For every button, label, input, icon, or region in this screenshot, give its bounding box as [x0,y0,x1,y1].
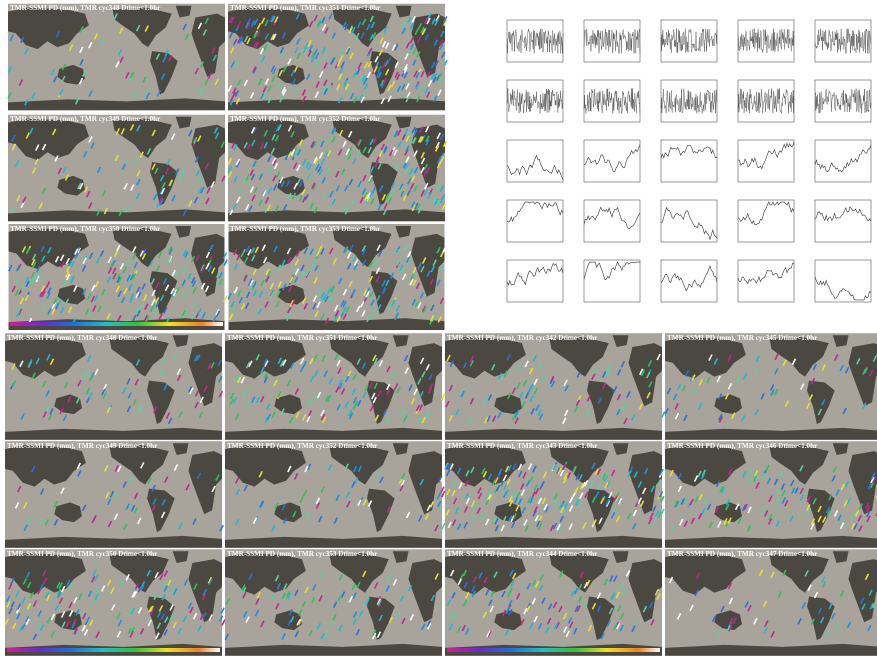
map-panel: TMR-SSMI PD (mm), TMR cyc350 Dtime<1.0hr [9,224,228,330]
small-plot [507,200,563,242]
plot-frame [507,20,563,62]
panel-title: TMR-SSMI PD (mm), TMR cyc353 Dtime<1.0hr [230,225,381,233]
map-panel: TMR-SSMI PD (mm), TMR cyc353 Dtime<1.0hr [228,224,446,330]
panel-title: TMR-SSMI PD (mm), TMR cyc352 Dtime<1.0hr [227,442,378,450]
plot-frame [584,140,640,182]
world-map [228,4,445,111]
world-map [5,549,222,656]
small-plot [815,80,871,122]
panel-title: TMR-SSMI PD (mm), TMR cyc348 Dtime<1.0hr [7,334,158,342]
small-plot [661,20,717,62]
track-segment [442,523,445,529]
world-map [445,549,662,656]
map-panel: TMR-SSMI PD (mm), TMR cyc351 Dtime<1.0hr [225,333,445,440]
map-panel: TMR-SSMI PD (mm), TMR cyc344 Dtime<1.0hr [445,549,662,656]
map-panel: TMR-SSMI PD (mm), TMR cyc352 Dtime<1.0hr [225,441,445,548]
small-plot [738,200,794,242]
map-panel: TMR-SSMI PD (mm), TMR cyc342 Dtime<1.0hr [445,333,665,440]
screenshot: TMR-SSMI PD (mm), TMR cyc348 Dtime<1.0hr… [0,0,877,662]
panel-title: TMR-SSMI PD (mm), TMR cyc350 Dtime<1.0hr [10,225,161,233]
map-panel: TMR-SSMI PD (mm), TMR cyc346 Dtime<1.0hr [665,441,877,548]
track-segment [222,619,225,625]
panel-title: TMR-SSMI PD (mm), TMR cyc349 Dtime<1.0hr [7,442,158,450]
small-plot [815,140,871,182]
time-series-grid [507,20,871,302]
plot-frame [584,260,640,302]
map-panel: TMR-SSMI PD (mm), TMR cyc348 Dtime<1.0hr [5,333,222,440]
track-segment [442,394,445,400]
world-map [445,441,662,548]
map-panel: TMR-SSMI PD (mm), TMR cyc349 Dtime<1.0hr [8,115,225,222]
world-map [5,333,222,440]
map-panel: TMR-SSMI PD (mm), TMR cyc343 Dtime<1.0hr [445,441,664,548]
small-plot [507,260,563,302]
small-plot [661,260,717,302]
world-map [665,441,877,548]
plot-frame [584,200,640,242]
small-plot [661,80,717,122]
small-plot [738,20,794,62]
world-map [225,441,442,548]
small-plot [507,140,563,182]
map-panel: TMR-SSMI PD (mm), TMR cyc347 Dtime<1.0hr [665,549,877,656]
small-plot [584,140,640,182]
world-map [225,333,442,440]
panel-title: TMR-SSMI PD (mm), TMR cyc352 Dtime<1.0hr [230,115,381,123]
map-panel: TMR-SSMI PD (mm), TMR cyc348 Dtime<1.0hr [8,4,225,111]
plot-frame [815,200,871,242]
world-map [5,441,222,548]
panel-title: TMR-SSMI PD (mm), TMR cyc346 Dtime<1.0hr [667,442,818,450]
panel-title: TMR-SSMI PD (mm), TMR cyc347 Dtime<1.0hr [667,550,818,558]
world-map [8,4,225,111]
world-map [665,549,877,656]
map-panel: TMR-SSMI PD (mm), TMR cyc349 Dtime<1.0hr [5,441,223,548]
world-map [445,333,662,440]
small-plot [815,20,871,62]
panel-title: TMR-SSMI PD (mm), TMR cyc349 Dtime<1.0hr [10,115,161,123]
panel-title: TMR-SSMI PD (mm), TMR cyc351 Dtime<1.0hr [227,334,378,342]
small-plot [738,140,794,182]
plot-frame [738,260,794,302]
map-panel: TMR-SSMI PD (mm), TMR cyc351 Dtime<1.0hr [228,4,447,111]
small-plot [584,200,640,242]
small-plot [738,80,794,122]
small-plot [661,200,717,242]
plot-frame [661,20,717,62]
plot-frame [507,200,563,242]
panel-title: TMR-SSMI PD (mm), TMR cyc345 Dtime<1.0hr [667,334,818,342]
world-map [665,333,877,440]
panel-title: TMR-SSMI PD (mm), TMR cyc353 Dtime<1.0hr [227,550,378,558]
panel-title: TMR-SSMI PD (mm), TMR cyc342 Dtime<1.0hr [447,334,598,342]
map-panel: TMR-SSMI PD (mm), TMR cyc350 Dtime<1.0hr [5,549,225,656]
small-plot [507,20,563,62]
map-panel: TMR-SSMI PD (mm), TMR cyc352 Dtime<1.0hr [228,115,447,222]
colorbar [10,322,223,326]
small-plot [584,20,640,62]
panel-title: TMR-SSMI PD (mm), TMR cyc350 Dtime<1.0hr [7,550,158,558]
small-plot [815,260,871,302]
plot-frame [661,140,717,182]
panel-title: TMR-SSMI PD (mm), TMR cyc351 Dtime<1.0hr [230,4,381,12]
plot-frame [507,140,563,182]
plot-frame [815,140,871,182]
small-plot [507,80,563,122]
panel-title: TMR-SSMI PD (mm), TMR cyc348 Dtime<1.0hr [10,4,161,12]
colorbar [7,648,220,652]
plot-frame [661,80,717,122]
small-plot [661,140,717,182]
panel-title: TMR-SSMI PD (mm), TMR cyc343 Dtime<1.0hr [447,442,598,450]
small-plot [584,260,640,302]
map-panel: TMR-SSMI PD (mm), TMR cyc345 Dtime<1.0hr [665,333,877,440]
map-panel: TMR-SSMI PD (mm), TMR cyc353 Dtime<1.0hr [225,549,442,656]
track-segment [662,412,665,418]
plot-frame [738,200,794,242]
small-plot [584,80,640,122]
small-plot [738,260,794,302]
small-plot [815,200,871,242]
colorbar [447,648,660,652]
world-map [9,224,225,330]
panel-title: TMR-SSMI PD (mm), TMR cyc344 Dtime<1.0hr [447,550,598,558]
